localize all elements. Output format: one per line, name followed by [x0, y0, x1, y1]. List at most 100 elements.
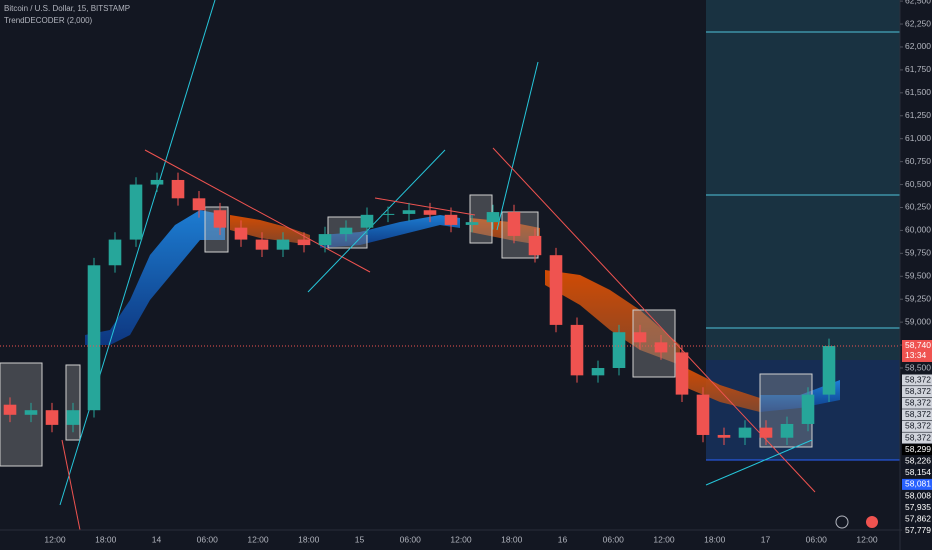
side-label: 58,154: [905, 467, 931, 477]
candle-body: [696, 394, 710, 435]
x-tick-label: 12:00: [44, 534, 66, 544]
side-label: 58,372: [905, 432, 931, 442]
candle-body: [150, 179, 164, 185]
candle-body: [822, 345, 836, 395]
y-tick-label: 62,250: [905, 18, 931, 28]
y-tick-label: 60,500: [905, 179, 931, 189]
candle-body: [759, 427, 773, 438]
x-tick-label: 18:00: [501, 534, 523, 544]
y-tick-label: 62,000: [905, 41, 931, 51]
y-tick-label: 59,000: [905, 316, 931, 326]
side-label-box: [902, 420, 932, 432]
side-label: 57,935: [905, 502, 931, 512]
side-label-box: [902, 374, 932, 386]
candle-body: [675, 352, 689, 395]
candle-body: [318, 234, 332, 246]
side-label: 57,862: [905, 513, 931, 523]
candle-body: [360, 214, 374, 228]
candle-body: [24, 410, 38, 415]
candle-body: [255, 239, 269, 250]
candle-body: [633, 332, 647, 343]
candle-body: [528, 235, 542, 256]
side-label-box: [902, 478, 932, 490]
side-label-box: [902, 490, 932, 502]
side-label-box: [902, 513, 932, 525]
candle-body: [465, 222, 479, 225]
x-tick-label: 16: [558, 534, 568, 544]
candle-body: [339, 227, 353, 235]
x-tick-label: 18:00: [704, 534, 726, 544]
x-tick-label: 06:00: [603, 534, 625, 544]
side-label: 58,299: [905, 444, 931, 454]
last-price-label: 58,740: [905, 340, 931, 350]
y-tick-label: 58,500: [905, 362, 931, 372]
candle-body: [507, 212, 521, 236]
candle-body: [801, 394, 815, 424]
x-tick-label: 12:00: [247, 534, 269, 544]
side-label-box: [902, 386, 932, 398]
y-tick-label: 60,000: [905, 225, 931, 235]
candle-body: [66, 410, 80, 425]
candle-body: [381, 213, 395, 215]
side-label-box: [902, 455, 932, 467]
candle-body: [45, 410, 59, 425]
candle-body: [234, 227, 248, 240]
side-label: 58,372: [905, 374, 931, 384]
candle-body: [3, 404, 17, 415]
x-tick-label: 14: [152, 534, 162, 544]
side-label: 58,008: [905, 490, 931, 500]
y-tick-label: 60,250: [905, 202, 931, 212]
icon[interactable]: [835, 515, 849, 529]
candle-body: [570, 324, 584, 376]
y-tick-label: 59,500: [905, 271, 931, 281]
candle-body: [612, 332, 626, 369]
target-lines: [706, 31, 900, 461]
y-tick-label: 61,500: [905, 87, 931, 97]
profit-zone: [706, 0, 900, 360]
side-label: 58,226: [905, 455, 931, 465]
x-tick-label: 12:00: [450, 534, 472, 544]
y-tick-label: 61,750: [905, 64, 931, 74]
candle-body: [192, 198, 206, 211]
symbol-title: Bitcoin / U.S. Dollar, 15, BITSTAMP: [4, 4, 130, 13]
y-tick-label: 61,250: [905, 110, 931, 120]
x-tick-label: 17: [761, 534, 771, 544]
indicator-name: TrendDECODER (2,000): [4, 16, 93, 25]
side-label: 58,372: [905, 397, 931, 407]
y-tick-label: 60,750: [905, 156, 931, 166]
y-tick-label: 62,500: [905, 0, 931, 5]
candle-body: [423, 210, 437, 215]
x-tick-label: 12:00: [856, 534, 878, 544]
x-tick-label: 06:00: [197, 534, 219, 544]
candle-body: [549, 255, 563, 325]
side-label-box: [902, 444, 932, 456]
side-label-box: [902, 502, 932, 514]
x-tick-label: 18:00: [298, 534, 320, 544]
x-tick-label: 15: [355, 534, 365, 544]
candle-body: [591, 368, 605, 376]
candle-body: [486, 212, 500, 223]
side-label-box: [902, 409, 932, 421]
candle-body: [780, 423, 794, 438]
y-tick-label: 61,000: [905, 133, 931, 143]
countdown: 13:34: [905, 350, 927, 360]
candle-body: [297, 239, 311, 246]
x-tick-label: 18:00: [95, 534, 117, 544]
side-label-box: [902, 467, 932, 479]
side-label: 58,372: [905, 409, 931, 419]
candle-body: [87, 265, 101, 411]
side-label-box: [902, 397, 932, 409]
candle-body: [276, 239, 290, 250]
candle-body: [444, 214, 458, 225]
side-label: 58,372: [905, 386, 931, 396]
side-label: 58,372: [905, 421, 931, 431]
x-tick-label: 06:00: [400, 534, 422, 544]
candle-body: [108, 239, 122, 266]
icon[interactable]: [866, 516, 878, 528]
side-label: 58,081: [905, 479, 931, 489]
side-label-box: [902, 525, 932, 537]
candle-body: [654, 342, 668, 353]
candle-body: [171, 179, 185, 199]
